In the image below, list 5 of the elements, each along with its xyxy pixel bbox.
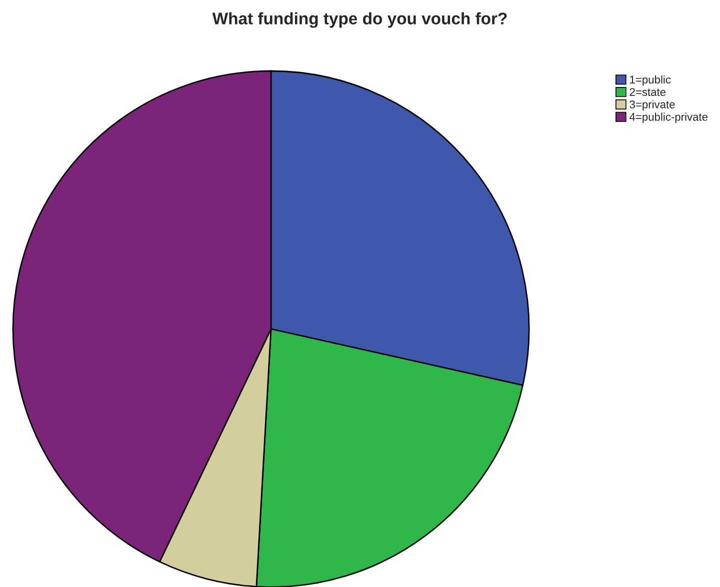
chart-title: What funding type do you vouch for? [212, 12, 507, 28]
legend-label: 4=public-private [630, 112, 708, 123]
legend-label: 3=private [630, 100, 675, 111]
legend-label: 1=public [630, 75, 671, 86]
legend-label: 2=state [630, 88, 666, 96]
